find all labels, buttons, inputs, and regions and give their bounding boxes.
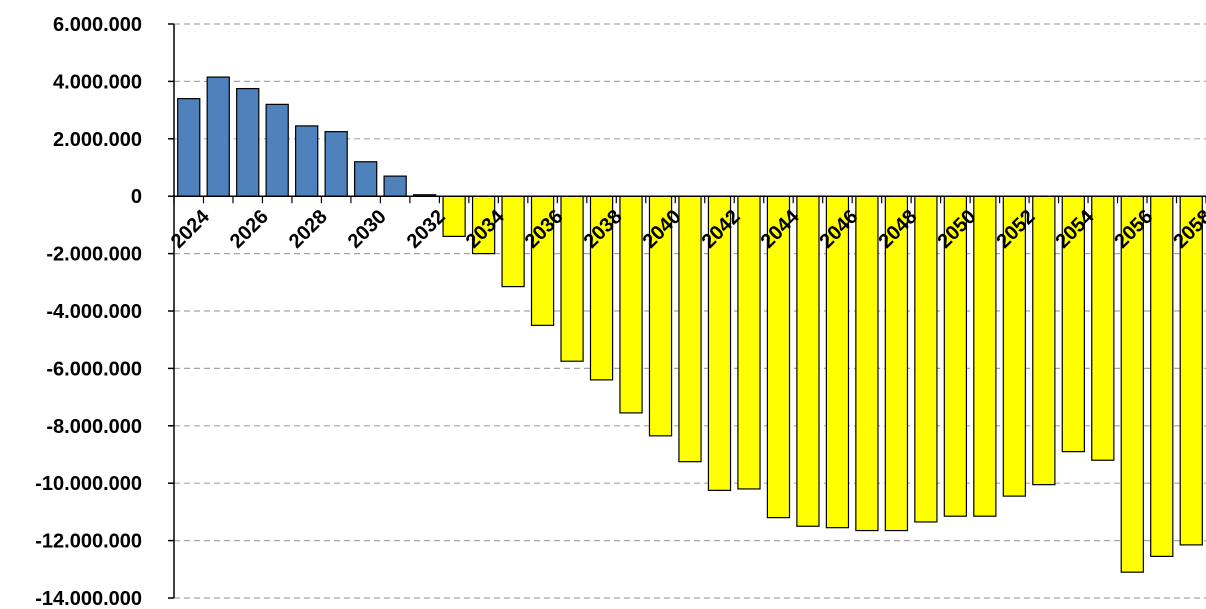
bar-2039: [619, 195, 643, 414]
y-tick-label: -10.000.000: [35, 473, 142, 495]
bar-2024: [177, 98, 201, 197]
bar-2030: [354, 161, 378, 197]
y-tick-label: -14.000.000: [35, 588, 142, 609]
axes: [168, 23, 1206, 599]
bar-2051: [973, 195, 997, 517]
bar-2026: [236, 87, 260, 197]
y-tick-label: -2.000.000: [46, 244, 142, 266]
y-tick-label: -8.000.000: [46, 416, 142, 438]
y-tick-label: 2.000.000: [53, 129, 142, 151]
y-tick-label: -12.000.000: [35, 531, 142, 553]
bar-2053: [1032, 195, 1056, 486]
x-tick-label: 2028: [285, 206, 332, 253]
x-tick-label: 2030: [344, 206, 391, 253]
bar-2029: [324, 131, 348, 197]
y-tick-label: 6.000.000: [53, 14, 142, 36]
bar-2035: [501, 195, 525, 288]
bar-2031: [383, 175, 407, 197]
bar-2025: [206, 76, 230, 197]
y-tick-label: -6.000.000: [46, 358, 142, 380]
bar-2028: [295, 125, 319, 197]
bar-2027: [265, 103, 289, 197]
y-tick-label: -4.000.000: [46, 301, 142, 323]
bar-2047: [855, 195, 879, 532]
bar-2043: [737, 195, 761, 490]
x-tick-label: 2026: [226, 206, 273, 253]
bar-2057: [1150, 195, 1174, 557]
bar-2033: [442, 195, 466, 237]
y-tick-label: 0: [131, 186, 142, 208]
y-tick-label: 4.000.000: [53, 71, 142, 93]
y-axis-tick-labels: 6.000.000 4.000.000 2.000.000 0 -2.000.000 -4…: [35, 14, 142, 609]
bars: [177, 76, 1203, 573]
bar-2045: [796, 195, 820, 527]
bar-2049: [914, 195, 938, 523]
